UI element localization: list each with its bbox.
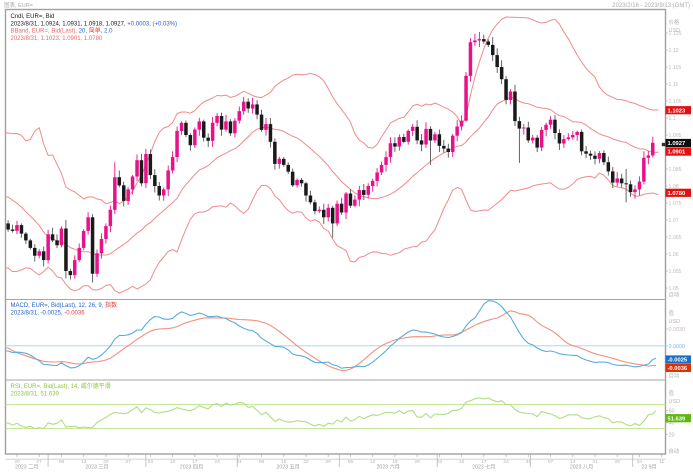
svg-text:1.0780: 1.0780 (668, 191, 686, 197)
svg-text:06: 06 (59, 459, 65, 465)
svg-text:23 9月: 23 9月 (641, 464, 656, 471)
svg-text:17: 17 (192, 459, 198, 465)
svg-text:20: 20 (669, 433, 675, 439)
svg-text:1.08: 1.08 (669, 184, 679, 190)
svg-text:值: 值 (669, 389, 675, 397)
svg-text:14: 14 (570, 459, 576, 465)
svg-text:2023 五月: 2023 五月 (277, 464, 300, 471)
svg-text:17: 17 (481, 459, 487, 465)
svg-text:51.639: 51.639 (668, 416, 687, 422)
svg-text:-0.0025: -0.0025 (668, 358, 688, 364)
svg-text:03: 03 (148, 459, 154, 465)
svg-text:20: 20 (103, 459, 109, 465)
svg-text:0.0030: 0.0030 (669, 327, 686, 333)
svg-text:1.1: 1.1 (669, 116, 676, 122)
svg-text:26: 26 (414, 459, 420, 465)
svg-text:2023/2/16 - 2023/9/13 (GMT): 2023/2/16 - 2023/9/13 (GMT) (612, 3, 690, 9)
svg-text:1.075: 1.075 (669, 201, 682, 207)
svg-text:08: 08 (259, 459, 265, 465)
svg-text:29: 29 (326, 459, 332, 465)
svg-text:60: 60 (669, 409, 675, 415)
svg-text:12: 12 (370, 459, 376, 465)
svg-text:1.115: 1.115 (669, 65, 682, 71)
svg-text:RSI, EUR=, Bid(Last), 14, 威尔德平: RSI, EUR=, Bid(Last), 14, 威尔德平滑 (11, 382, 111, 390)
svg-text:22: 22 (303, 459, 309, 465)
svg-text:1.05: 1.05 (669, 286, 679, 292)
svg-text:USD: USD (669, 319, 680, 325)
svg-text:Cndl, EUR=, Bid: Cndl, EUR=, Bid (11, 14, 55, 20)
svg-text:值: 值 (669, 309, 675, 317)
svg-text:19: 19 (392, 459, 398, 465)
svg-text:2023 六月: 2023 六月 (377, 463, 400, 471)
svg-text:1.125: 1.125 (669, 31, 682, 37)
svg-text:MACD, EUR=, Bid(Last), 12, 26: MACD, EUR=, Bid(Last), 12, 26, 9, 指数 (11, 301, 118, 309)
svg-text:28: 28 (615, 459, 621, 465)
svg-text:24: 24 (503, 459, 509, 465)
svg-text:1.0901: 1.0901 (668, 150, 687, 156)
svg-text:1.06: 1.06 (669, 252, 679, 258)
svg-text:2023/8/31, -0.0025, -0.0036: 2023/8/31, -0.0025, -0.0036 (11, 310, 86, 316)
svg-text:自动: 自动 (669, 372, 680, 380)
svg-text:图表, EUR=: 图表, EUR= (4, 1, 33, 9)
svg-text:07: 07 (548, 459, 554, 465)
svg-text:2023/8/31, 1.0924, 1.0931, 1.0: 2023/8/31, 1.0924, 1.0931, 1.0918, 1.092… (11, 21, 177, 27)
svg-text:11: 11 (659, 459, 664, 465)
svg-text:24: 24 (214, 459, 220, 465)
svg-text:21: 21 (592, 459, 598, 465)
svg-text:31: 31 (526, 459, 532, 465)
svg-text:15: 15 (281, 459, 287, 465)
svg-text:自动: 自动 (669, 447, 680, 455)
svg-text:10: 10 (170, 459, 176, 465)
svg-text:USD: USD (669, 399, 680, 405)
svg-text:1.085: 1.085 (669, 167, 682, 173)
svg-text:04: 04 (637, 459, 643, 465)
svg-text:1.095: 1.095 (669, 133, 682, 139)
svg-text:1.065: 1.065 (669, 235, 682, 241)
svg-text:1.055: 1.055 (669, 269, 682, 275)
svg-text:1.1023: 1.1023 (668, 108, 687, 114)
svg-text:05: 05 (348, 459, 354, 465)
svg-text:1.105: 1.105 (669, 99, 682, 105)
svg-text:价格: 价格 (669, 18, 680, 26)
svg-text:自动: 自动 (669, 291, 680, 299)
svg-text:2023 八月: 2023 八月 (570, 464, 593, 471)
svg-text:USD: USD (669, 28, 680, 34)
svg-text:2023 七月: 2023 七月 (472, 463, 495, 471)
svg-text:1.11: 1.11 (669, 82, 679, 88)
svg-text:01: 01 (237, 459, 243, 465)
svg-text:03: 03 (437, 459, 443, 465)
svg-text:40: 40 (669, 421, 675, 427)
svg-text:1.0927: 1.0927 (668, 141, 686, 147)
svg-text:2023/8/31, 51.639: 2023/8/31, 51.639 (11, 391, 60, 397)
svg-text:BBand, EUR=, Bid(Last), 20, 简: BBand, EUR=, Bid(Last), 20, 简单, 2.0 (11, 27, 114, 35)
svg-text:13: 13 (81, 459, 87, 465)
svg-text:2023 三月: 2023 三月 (85, 464, 108, 471)
svg-text:0.0000: 0.0000 (669, 344, 686, 350)
svg-text:2023 四月: 2023 四月 (180, 464, 203, 471)
svg-text:2023/8/31, 1.1023, 1.0901, 1.0: 2023/8/31, 1.1023, 1.0901, 1.0780 (11, 36, 103, 42)
svg-text:-0.0036: -0.0036 (668, 366, 688, 372)
svg-text:1.07: 1.07 (669, 218, 679, 224)
svg-text:20: 20 (14, 459, 20, 465)
svg-text:2023 二月: 2023 二月 (15, 464, 38, 471)
svg-text:10: 10 (459, 459, 465, 465)
svg-text:27: 27 (37, 459, 43, 465)
svg-text:1.12: 1.12 (669, 48, 679, 54)
svg-text:27: 27 (126, 459, 132, 465)
